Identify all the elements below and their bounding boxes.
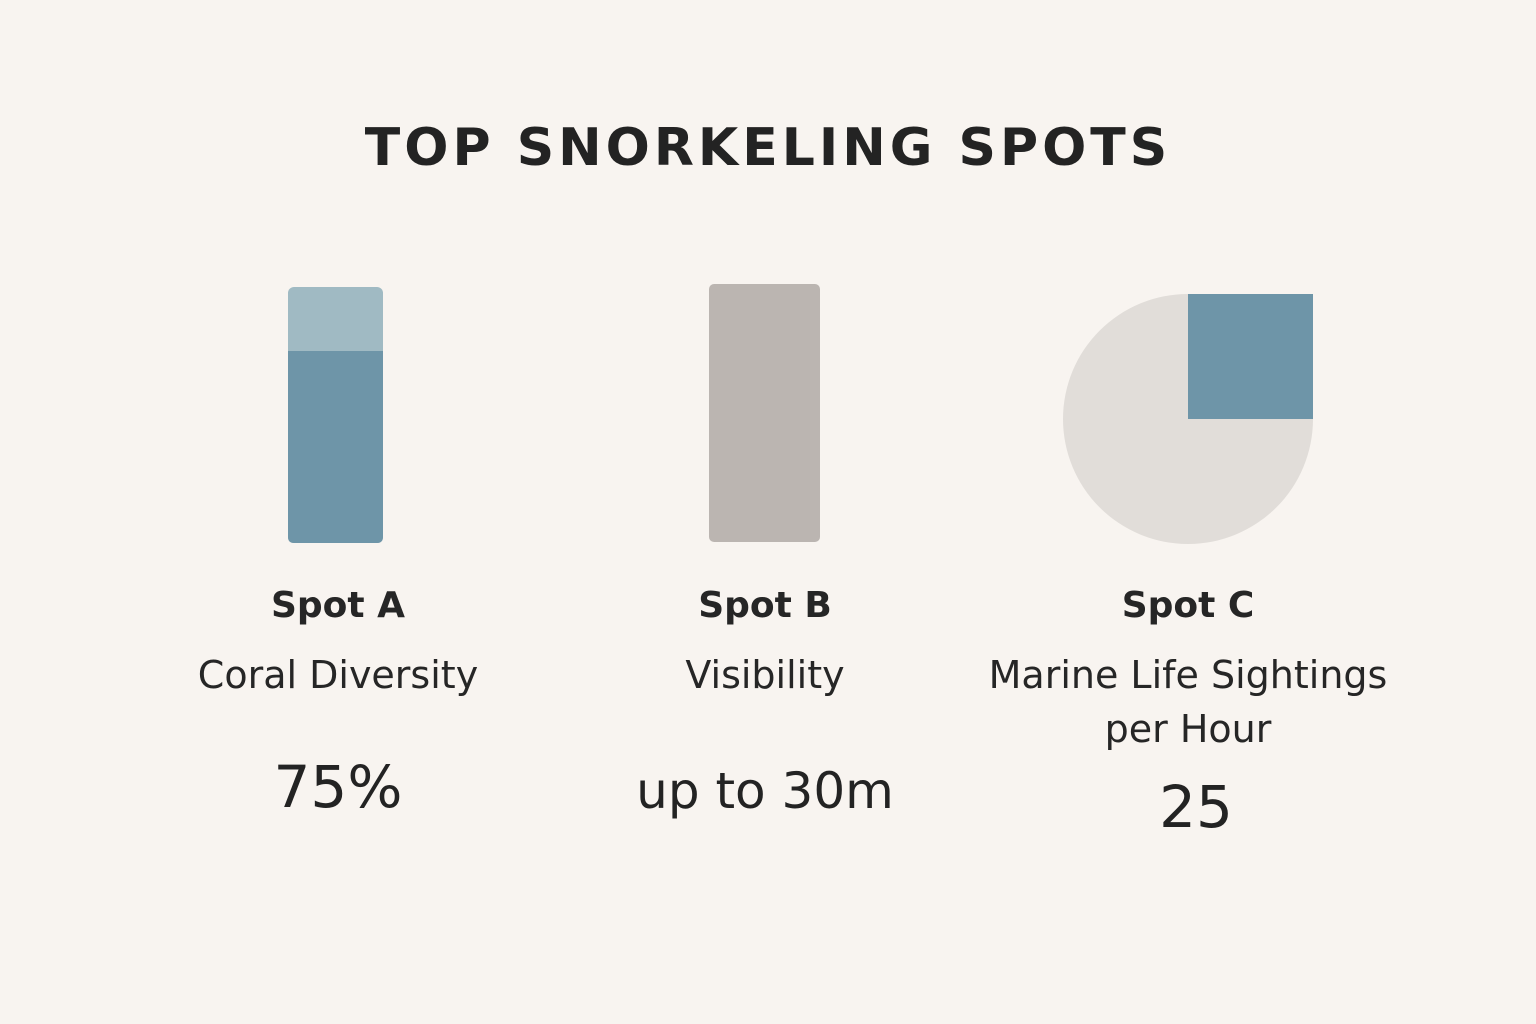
spot-b-value: up to 30m [636, 762, 894, 820]
spot-b-name: Spot B [698, 585, 832, 626]
spot-c-name: Spot C [1121, 585, 1255, 626]
spot-a-metric: Coral Diversity [197, 653, 479, 697]
spot-a-value: 75% [273, 753, 403, 821]
spot-c-metric: Marine Life Sightings per Hour [988, 653, 1388, 751]
spot-c-pie-slice [1188, 294, 1313, 419]
spot-a-bar-fill [288, 351, 383, 543]
chart-title: TOP SNORKELING SPOTS [364, 118, 1172, 178]
spot-c-value: 25 [1159, 773, 1233, 841]
spot-b-metric: Visibility [685, 653, 845, 697]
spot-a-name: Spot A [270, 585, 406, 626]
spot-b-bar [709, 284, 820, 542]
